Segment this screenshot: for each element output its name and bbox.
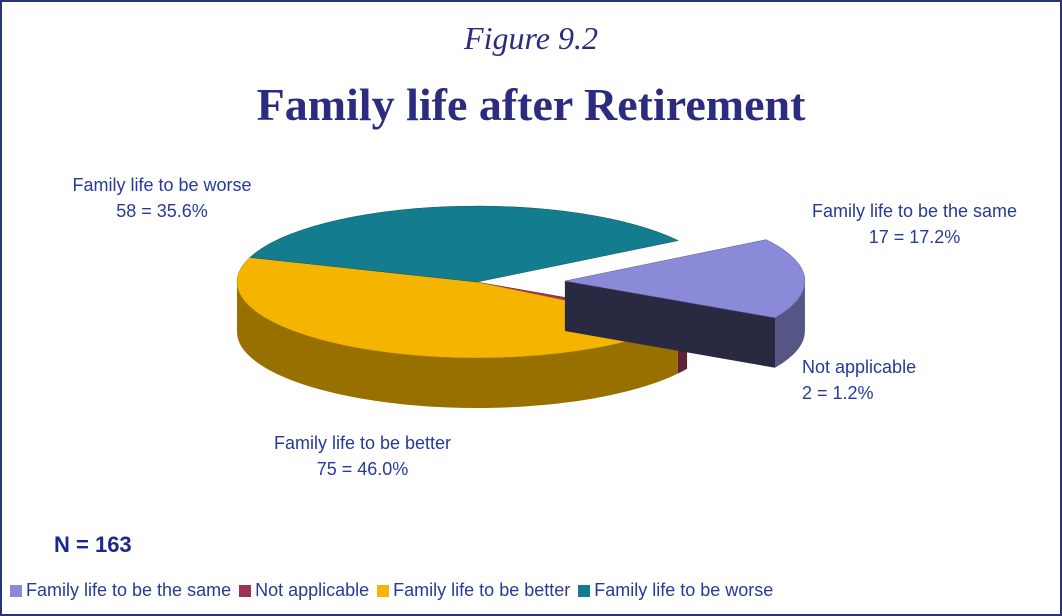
data-label-name: Family life to be the same — [811, 201, 1018, 221]
data-label-value: 2 = 1.2% — [802, 383, 874, 403]
legend-swatch — [578, 585, 591, 598]
legend-item: Family life to be worse — [578, 580, 773, 601]
legend-label: Family life to be the same — [26, 580, 232, 600]
legend-swatch — [10, 585, 22, 598]
data-label: Family life to be better 75 = 46.0% — [270, 430, 455, 482]
legend: Family life to be the same Not applicable… — [10, 580, 773, 601]
slice — [236, 257, 679, 359]
legend-swatch — [239, 585, 252, 598]
data-label-name: Family life to be worse — [72, 175, 252, 195]
data-label: Not applicable 2 = 1.2% — [802, 354, 972, 406]
annotation: N = 163 — [54, 532, 132, 557]
legend-item: Family life to be the same — [10, 580, 231, 601]
slice-side — [775, 281, 805, 368]
data-label-name: Family life to be better — [273, 433, 452, 453]
slice-wall — [564, 281, 776, 368]
chart-subtitle: Figure 9.2 — [464, 20, 598, 56]
legend-label: Family life to be worse — [594, 580, 774, 600]
legend-item: Not applicable — [239, 580, 369, 601]
legend-swatch — [377, 585, 390, 598]
chart-title: Family life after Retirement — [256, 79, 806, 130]
legend-item: Family life to be better — [377, 580, 570, 601]
slice — [564, 239, 806, 319]
legend-label: Not applicable — [255, 580, 370, 600]
data-label: Family life to be worse 58 = 35.6% — [72, 172, 252, 224]
slice-side — [237, 282, 678, 409]
legend-label: Family life to be better — [393, 580, 571, 600]
data-label-value: 58 = 35.6% — [116, 201, 208, 221]
data-label-value: 75 = 46.0% — [316, 459, 409, 479]
data-label-value: 17 = 17.2% — [868, 227, 961, 247]
slice — [249, 205, 680, 283]
data-label: Family life to be the same 17 = 17.2% — [797, 198, 1032, 250]
data-label-name: Not applicable — [802, 357, 917, 377]
